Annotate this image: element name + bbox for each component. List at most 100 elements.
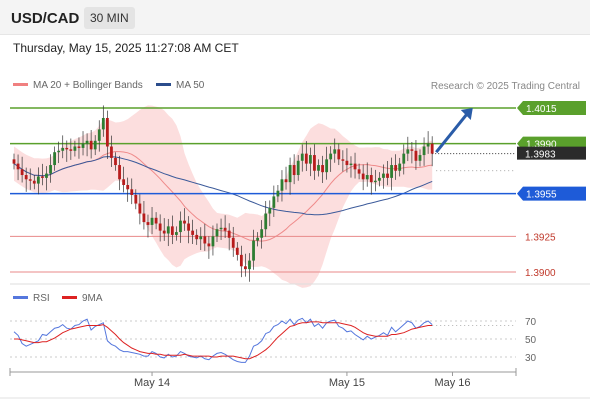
legend-ma50: MA 50: [156, 80, 204, 91]
legend-ma50-label: MA 50: [176, 80, 205, 91]
header-bar: USD/CAD 30 MIN: [0, 0, 590, 35]
candle-body: [81, 143, 85, 148]
x-label-May 16: May 16: [434, 377, 470, 389]
candle-body: [248, 260, 251, 270]
timestamp: Thursday, May 15, 2025 11:27:08 AM CET: [13, 41, 239, 55]
candle-body: [390, 165, 393, 178]
candle-body: [256, 237, 259, 241]
candle-body: [187, 223, 190, 231]
candle-body: [16, 163, 20, 170]
candle-body: [317, 165, 320, 171]
candle-body: [142, 213, 146, 223]
candle-body: [191, 230, 195, 235]
candle-body: [110, 146, 113, 158]
candle-body: [166, 226, 170, 234]
candle-body: [138, 203, 142, 214]
candle-body: [45, 173, 48, 178]
candle-body: [65, 147, 69, 150]
candle-body: [296, 160, 300, 176]
bollinger-band: [14, 105, 433, 288]
candle-body: [304, 153, 308, 164]
candle-body: [215, 229, 219, 237]
candle-body: [28, 179, 32, 181]
candle-body: [130, 189, 134, 195]
candle-body: [288, 165, 292, 183]
candle-body: [118, 165, 121, 180]
candle-body: [223, 227, 227, 231]
candle-body: [93, 140, 97, 150]
candle-body: [85, 140, 89, 144]
candle-body: [73, 146, 77, 151]
candle-body: [203, 236, 207, 244]
candle-body: [357, 169, 361, 174]
candle-body: [268, 207, 272, 214]
candle-body: [321, 165, 324, 173]
candle-body: [272, 196, 276, 208]
candle-body: [105, 117, 109, 147]
candle-body: [264, 213, 268, 230]
candle-body: [195, 234, 199, 240]
candle-body: [227, 230, 231, 238]
candle-body: [211, 236, 215, 247]
candle-body: [150, 217, 154, 225]
candle-body: [122, 179, 126, 186]
candle-body: [97, 129, 101, 141]
legend-ma20-swatch: [13, 82, 28, 86]
rsi-tick-30: 30: [525, 353, 537, 364]
level-label-1.3925: 1.3925: [525, 232, 556, 243]
candle-body: [353, 163, 357, 170]
rsi-line: [13, 317, 433, 363]
candle-body: [89, 140, 93, 150]
candle-body: [49, 165, 52, 174]
candle-body: [308, 155, 312, 164]
level-tag-1.3955: [517, 186, 586, 201]
candle-body: [337, 149, 341, 160]
candle-body: [126, 185, 130, 190]
candle-body: [101, 117, 105, 130]
candle-body: [61, 147, 65, 151]
candle-body: [36, 176, 40, 184]
level-label-1.3900: 1.3900: [525, 268, 556, 279]
candle-body: [402, 153, 406, 164]
candle-body: [170, 226, 174, 235]
candle-body: [219, 227, 223, 230]
candle-body: [345, 160, 349, 166]
candle-body: [426, 143, 430, 147]
candle-body: [53, 152, 56, 166]
candle-body: [41, 176, 44, 178]
candle-body: [57, 150, 61, 153]
rsi-tick-50: 50: [525, 335, 537, 346]
candle-body: [284, 179, 288, 183]
candle-body: [333, 149, 337, 154]
candle-body: [207, 243, 211, 247]
candle-body: [199, 236, 203, 240]
legend-ma20-label: MA 20 + Bollinger Bands: [33, 80, 143, 91]
candle-body: [406, 149, 410, 154]
candle-body: [430, 143, 434, 154]
current-price-tag: [517, 146, 586, 160]
candle-body: [244, 266, 247, 270]
candle-body: [313, 155, 316, 171]
legend-9ma: 9MA: [62, 293, 103, 304]
candle-body: [341, 159, 345, 161]
candle-body: [373, 180, 377, 183]
target-arrow-shaft: [435, 112, 469, 154]
candle-body: [175, 232, 178, 235]
candle-body: [386, 173, 389, 178]
candle-body: [183, 220, 186, 224]
symbol-title: USD/CAD: [11, 10, 80, 27]
timeframe-badge[interactable]: 30 MIN: [84, 7, 135, 29]
candle-body: [114, 157, 117, 166]
legend-ma20: MA 20 + Bollinger Bands: [13, 80, 143, 91]
candle-body: [300, 153, 304, 161]
credit-text: Research © 2025 Trading Central: [430, 81, 580, 92]
candle-body: [410, 149, 414, 151]
candle-body: [231, 237, 235, 248]
legend-9ma-label: 9MA: [82, 293, 103, 304]
x-label-May 14: May 14: [134, 377, 170, 389]
candle-body: [260, 229, 264, 238]
candle-body: [12, 159, 16, 164]
candle-body: [325, 159, 329, 173]
candle-body: [235, 247, 239, 255]
